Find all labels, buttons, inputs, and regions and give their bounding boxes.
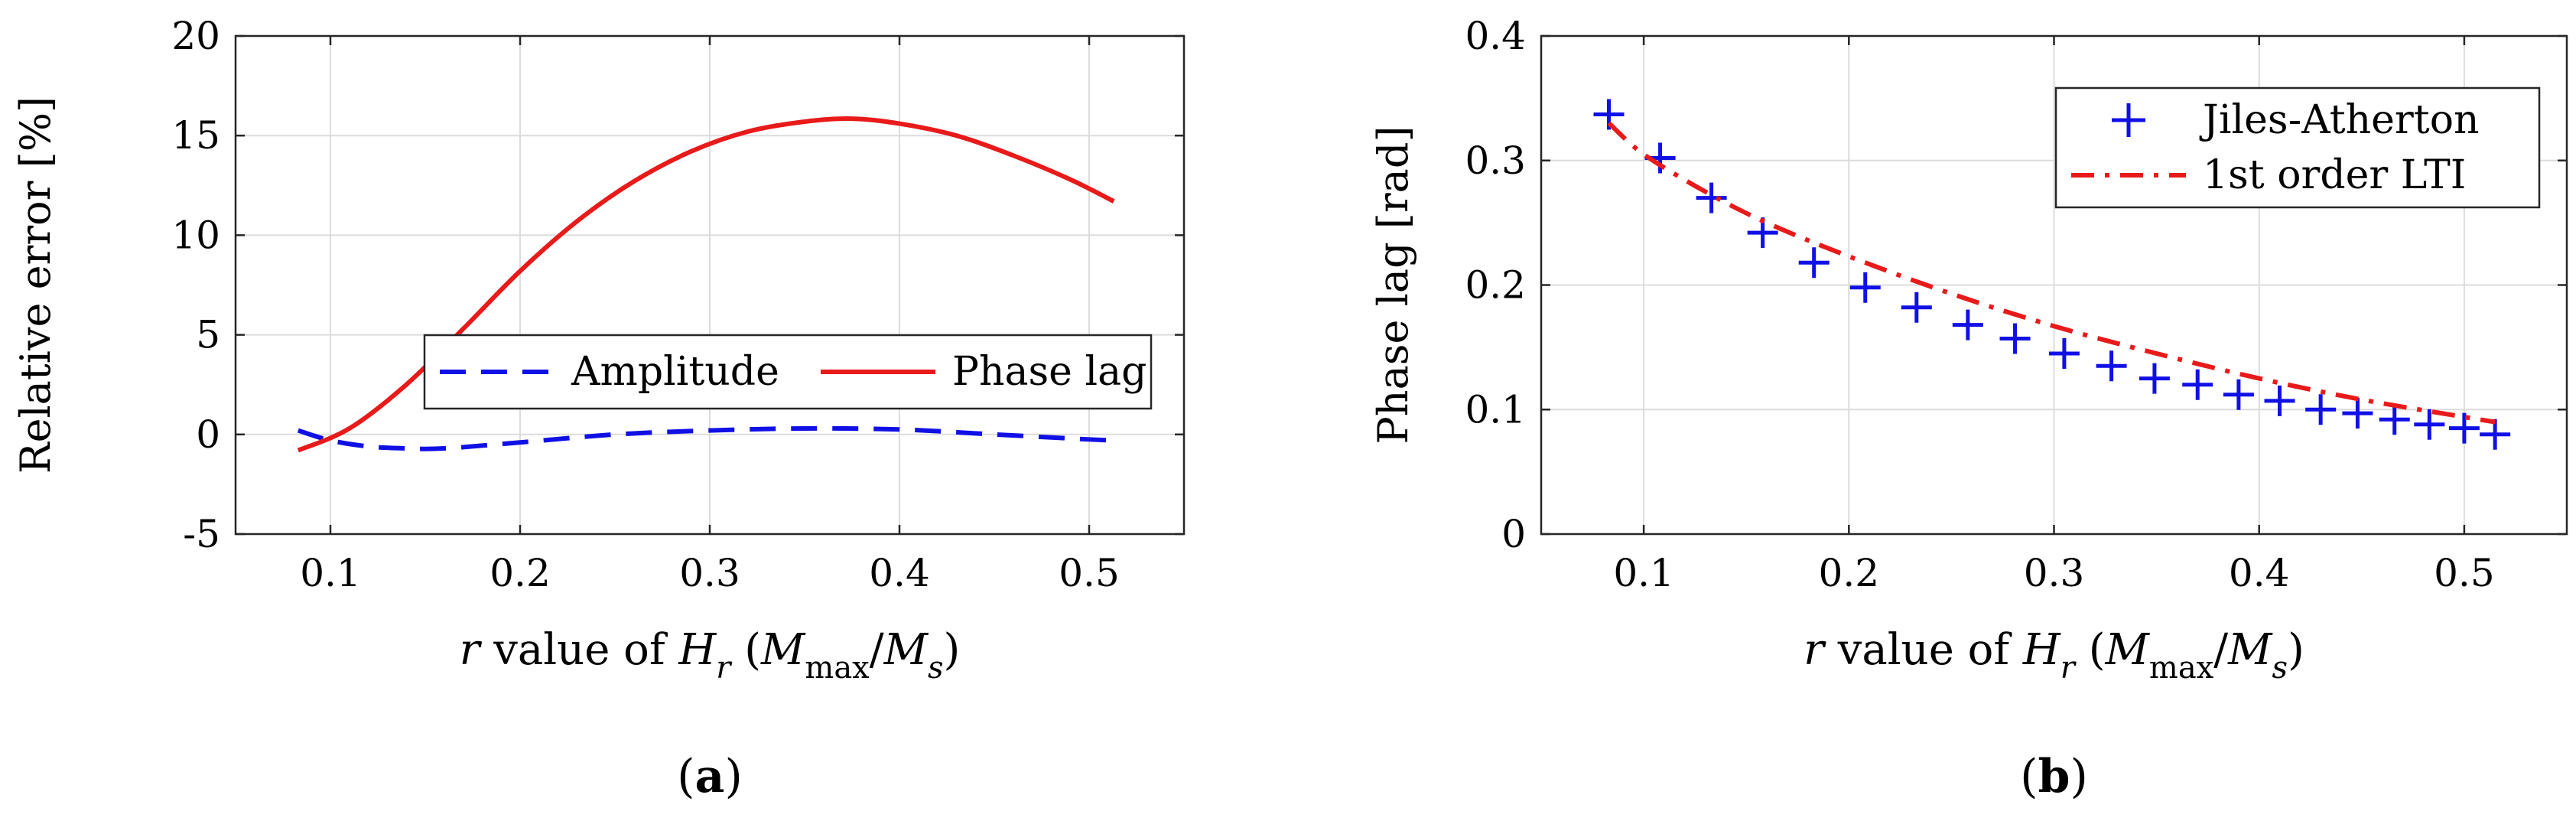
- y-tick-label: 0: [1501, 512, 1526, 556]
- tick-labels: 0.1 0.2 0.3 0.4 0.5 0 0.1 0.2 0.3 0.4: [1465, 14, 2567, 595]
- y-tick-label: 0.2: [1465, 263, 1526, 308]
- data-point-marker: [1901, 292, 1932, 323]
- legend-label: 1st order LTI: [2203, 152, 2466, 198]
- y-tick-label: 0: [196, 412, 220, 457]
- data-point-marker: [2448, 412, 2480, 444]
- data-point-marker: [1696, 182, 1727, 213]
- x-axis-label-part: value of: [1824, 625, 2023, 675]
- data-point-marker: [2264, 385, 2295, 416]
- x-tick-label: 0.5: [1059, 551, 1120, 595]
- x-axis-label-part: r: [716, 650, 733, 686]
- x-axis-label-part: M: [2227, 625, 2273, 675]
- x-axis-label-part: r: [1804, 625, 1826, 675]
- x-axis-label-part: r: [460, 625, 483, 675]
- legend-label: Jiles-Atherton: [2199, 97, 2480, 143]
- y-tick-label: 10: [171, 213, 220, 257]
- x-tick-label: 0.3: [2024, 551, 2085, 595]
- series-1st-order-lti: [1607, 121, 2496, 425]
- series-amplitude: [297, 425, 1114, 451]
- y-tick-label: -5: [183, 512, 220, 556]
- legend: Jiles-Atherton 1st order LTI: [2054, 86, 2541, 209]
- y-tick-label: 5: [196, 313, 220, 357]
- data-point-marker: [2223, 379, 2254, 410]
- x-axis-label-part: max: [2149, 650, 2214, 686]
- x-axis-label: r value of Hr (Mmax/Ms): [1804, 625, 2304, 686]
- x-axis-label-part: /: [870, 625, 884, 675]
- data-point-marker: [2096, 350, 2127, 382]
- x-tick-label: 0.1: [1613, 551, 1674, 595]
- x-axis-label-part: value of: [480, 625, 678, 675]
- data-point-marker: [2139, 363, 2170, 394]
- x-axis-label-part: /: [2213, 625, 2228, 675]
- x-tick-label: 0.4: [869, 551, 930, 595]
- legend: Amplitude Phase lag: [423, 334, 1153, 410]
- data-point-marker: [2414, 409, 2445, 440]
- y-axis-label: Phase lag [rad]: [1369, 125, 1417, 444]
- data-point-marker: [2182, 369, 2213, 400]
- x-axis-label: r value of Hr (Mmax/Ms): [460, 625, 961, 686]
- x-tick-label: 0.5: [2434, 551, 2495, 595]
- tick-labels: 0.1 0.2 0.3 0.4 0.5 -5 0 5 10 15 20: [171, 14, 1184, 595]
- x-tick-label: 0.2: [1819, 551, 1880, 595]
- chart-panel-a: 0.1 0.2 0.3 0.4 0.5 -5 0 5 10 15 20 Relative error …: [11, 14, 1186, 803]
- legend-swatch: [2112, 103, 2145, 137]
- x-axis-label-part: M: [883, 625, 929, 675]
- x-axis-label-part: max: [805, 650, 870, 686]
- panel-label-open: (: [2020, 750, 2038, 803]
- x-axis-label-part: H: [678, 625, 717, 675]
- x-axis-label-part: ): [2288, 625, 2304, 675]
- data-point-marker: [2048, 338, 2080, 370]
- y-tick-label: 20: [171, 14, 220, 58]
- x-axis-label-part: (: [730, 625, 761, 675]
- x-tick-label: 0.4: [2229, 551, 2290, 595]
- panel-label-letter: b: [2038, 750, 2070, 803]
- legend-box: [2054, 86, 2541, 209]
- panel-label: (b): [2020, 750, 2088, 803]
- x-axis-label-part: r: [2060, 650, 2077, 686]
- x-tick-label: 0.3: [679, 551, 740, 595]
- panel-label-letter: a: [695, 750, 725, 803]
- x-axis-label-part: ): [943, 625, 960, 675]
- x-axis-label-part: M: [760, 625, 806, 675]
- series-line: [297, 425, 1114, 451]
- panel-label-close: ): [2070, 750, 2087, 803]
- data-point-marker: [1849, 272, 1881, 303]
- legend-label: Phase lag: [952, 349, 1147, 395]
- panel-label-close: ): [724, 750, 742, 803]
- data-point-marker: [2342, 398, 2373, 429]
- data-point-marker: [1952, 309, 1983, 340]
- series-line: [1607, 121, 2496, 425]
- data-point-marker: [1999, 323, 2031, 354]
- data-point-marker: [1798, 247, 1830, 279]
- x-axis-label-part: H: [2022, 625, 2061, 675]
- chart-panel-b: 0.1 0.2 0.3 0.4 0.5 0 0.1 0.2 0.3 0.4 Phase lag [r…: [1369, 14, 2568, 803]
- y-tick-label: 0.1: [1465, 387, 1526, 432]
- data-point-marker: [2480, 419, 2511, 450]
- x-tick-label: 0.2: [490, 551, 551, 595]
- x-axis-label-part: (: [2075, 625, 2106, 675]
- data-point-marker: [2379, 404, 2410, 435]
- y-tick-label: 0.4: [1465, 14, 1526, 58]
- x-tick-label: 0.1: [300, 551, 361, 595]
- panel-label-open: (: [677, 750, 694, 803]
- x-axis-label-part: s: [928, 650, 944, 686]
- y-tick-label: 0.3: [1465, 138, 1526, 183]
- x-axis-label-part: s: [2272, 650, 2288, 686]
- data-point-marker: [2305, 394, 2337, 425]
- legend-label: Amplitude: [571, 349, 779, 395]
- panel-label: (a): [677, 750, 743, 803]
- y-axis-label: Relative error [%]: [11, 96, 60, 474]
- x-axis-label-part: M: [2105, 625, 2151, 675]
- y-tick-label: 15: [171, 113, 220, 158]
